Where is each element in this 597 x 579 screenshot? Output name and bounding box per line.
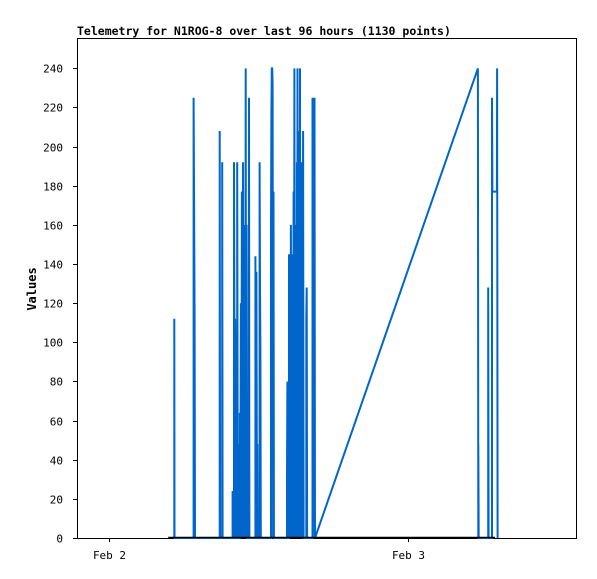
y-tick-label: 100 [43, 337, 63, 350]
x-axis-ticks: Feb 2 Feb 3 [93, 538, 425, 562]
y-tick-label: 160 [43, 220, 63, 233]
series-line [173, 67, 499, 539]
y-tick-label: 0 [56, 533, 63, 546]
x-tick-label: Feb 2 [93, 549, 126, 562]
y-tick-label: 200 [43, 142, 63, 155]
y-tick-label: 80 [50, 376, 63, 389]
y-tick-label: 20 [50, 494, 63, 507]
x-tick-label: Feb 3 [392, 549, 425, 562]
y-tick-label: 60 [50, 416, 63, 429]
series-layer [168, 67, 499, 539]
y-tick-label: 120 [43, 298, 63, 311]
y-tick-label: 240 [43, 63, 63, 76]
plot-area-frame [77, 38, 577, 539]
y-tick-label: 140 [43, 259, 63, 272]
chart-title: Telemetry for N1ROG-8 over last 96 hours… [77, 24, 451, 38]
y-tick-label: 40 [50, 455, 63, 468]
y-axis-label: Values [25, 267, 39, 310]
y-axis-ticks: 0 20 40 60 80 100 120 140 160 180 200 220 240 [43, 63, 78, 546]
y-tick-label: 220 [43, 102, 63, 115]
y-tick-label: 180 [43, 181, 63, 194]
